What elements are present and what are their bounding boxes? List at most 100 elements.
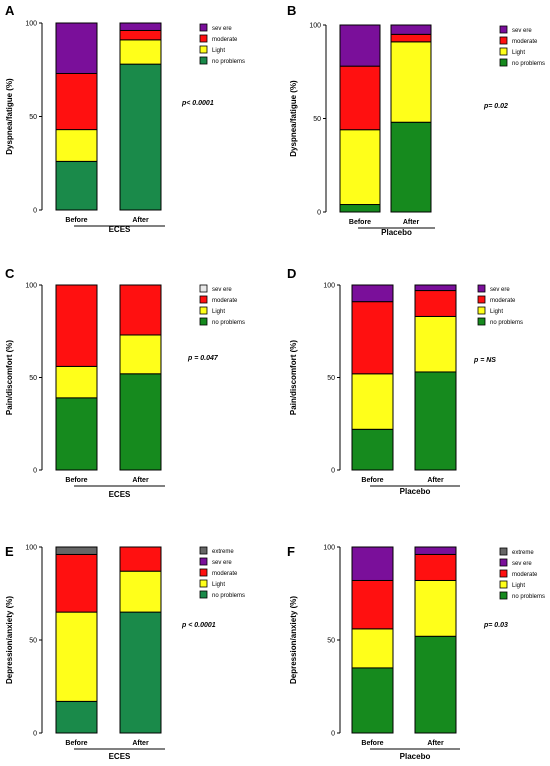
legend-label: moderate (212, 571, 238, 577)
legend-label: moderate (512, 39, 538, 45)
legend-label: sev ere (512, 28, 532, 34)
bar-segment-no-problems (414, 635, 457, 734)
bar-segment-no-problems (55, 397, 98, 471)
legend-swatch (477, 317, 486, 326)
bar-segment-moderate (55, 284, 98, 367)
legend-label: no problems (512, 594, 545, 600)
bar-segment-moderate (414, 290, 457, 317)
legend-label: Light (212, 309, 225, 315)
group-label: ECES (109, 752, 131, 761)
legend-swatch (477, 306, 486, 315)
bar-segment-sev-ere (390, 24, 432, 35)
bar-segment-moderate (119, 546, 162, 572)
bar-segment-no-problems (351, 667, 394, 734)
y-tick-label: 50 (327, 638, 335, 645)
bar-segment-light (55, 129, 98, 162)
x-category-label: After (427, 740, 444, 747)
group-label: ECES (109, 490, 131, 499)
y-tick-label: 100 (323, 545, 335, 552)
bar-segment-light (414, 579, 457, 637)
x-category-label: Before (65, 477, 87, 484)
x-category-label: After (132, 740, 149, 747)
x-category-label: Before (65, 217, 87, 224)
panel-letter: F (287, 544, 295, 559)
y-axis-label: Depression/anxiety (%) (5, 596, 14, 684)
y-tick-label: 100 (309, 23, 321, 30)
bar-segment-light (55, 611, 98, 702)
y-axis-label: Pain/discomfort (%) (5, 340, 14, 415)
y-axis-label: Pain/discomfort (%) (289, 340, 298, 415)
y-tick-label: 50 (29, 375, 37, 382)
legend-swatch (199, 45, 208, 54)
y-tick-label: 50 (29, 638, 37, 645)
panel-letter: C (5, 266, 15, 281)
bar-segment-moderate (351, 579, 394, 630)
bar-segment-moderate (351, 301, 394, 375)
legend-label: no problems (490, 320, 523, 326)
legend-swatch (199, 317, 208, 326)
legend-swatch (199, 23, 208, 32)
y-tick-label: 0 (33, 731, 37, 738)
legend-swatch (499, 547, 508, 556)
legend-swatch (499, 25, 508, 34)
panel-b: B 0 50 100 Dyspnea/fatigue (%) Before After Pla… (287, 3, 545, 237)
bar-segment-moderate (390, 33, 432, 43)
bar-segment-sev-ere (119, 22, 162, 31)
legend-swatch (199, 557, 208, 566)
bar-segment-sev-ere (351, 284, 394, 303)
p-value-label: p= 0.02 (483, 103, 508, 110)
legend-swatch (199, 546, 208, 555)
legend-swatch (199, 568, 208, 577)
bar-segment-no-problems (351, 428, 394, 471)
bar-segment-sev-ere (414, 546, 457, 555)
bar-segment-light (351, 373, 394, 430)
legend-swatch (477, 284, 486, 293)
x-category-label: Before (349, 219, 371, 226)
legend-label: Light (512, 583, 525, 589)
bar-segment-no-problems (414, 371, 457, 471)
y-tick-label: 100 (25, 545, 37, 552)
y-tick-label: 50 (313, 116, 321, 123)
bar-segment-no-problems (55, 700, 98, 734)
panel-c: C 0 50 100 Pain/discomfort (%) Before AfterECE… (5, 266, 245, 499)
p-value-label: p = NS (473, 357, 496, 364)
legend-label: sev ere (212, 26, 232, 32)
p-value-label: p< 0.0001 (181, 100, 214, 107)
bar-segment-light (55, 365, 98, 399)
group-label: Placebo (400, 487, 431, 496)
bar-segment-sev-ere (351, 546, 394, 581)
x-category-label: After (132, 477, 149, 484)
bar-segment-no-problems (119, 63, 162, 211)
panel-a: A 0 50 100 Dyspnea/fatigue (%) Before AfterECE… (5, 3, 245, 234)
y-tick-label: 50 (327, 375, 335, 382)
bar-segment-light (119, 570, 162, 613)
legend-swatch (199, 579, 208, 588)
x-category-label: After (427, 477, 444, 484)
legend-label: Light (490, 309, 503, 315)
bar-segment-light (414, 315, 457, 373)
y-axis-label: Dyspnea/fatigue (%) (5, 78, 14, 155)
bar-segment-sev-ere (339, 24, 381, 67)
legend-label: moderate (212, 298, 238, 304)
bar-segment-light (119, 334, 162, 375)
legend-swatch (199, 284, 208, 293)
legend-swatch (199, 295, 208, 304)
legend-swatch (199, 306, 208, 315)
y-tick-label: 100 (25, 21, 37, 28)
bar-segment-no-problems (119, 373, 162, 471)
p-value-label: p < 0.0001 (181, 622, 216, 629)
bar-segment-sev-ere (414, 284, 457, 292)
legend-label: extreme (512, 550, 534, 556)
legend-label: extreme (212, 549, 234, 555)
panel-letter: E (5, 544, 14, 559)
legend-label: Light (212, 582, 225, 588)
bar-segment-no-problems (119, 611, 162, 734)
panel-letter: B (287, 3, 296, 18)
legend-swatch (499, 58, 508, 67)
y-tick-label: 50 (29, 114, 37, 121)
y-tick-label: 0 (33, 468, 37, 475)
legend-label: Light (212, 48, 225, 54)
group-label: ECES (109, 225, 131, 234)
bar-segment-moderate (119, 29, 162, 41)
